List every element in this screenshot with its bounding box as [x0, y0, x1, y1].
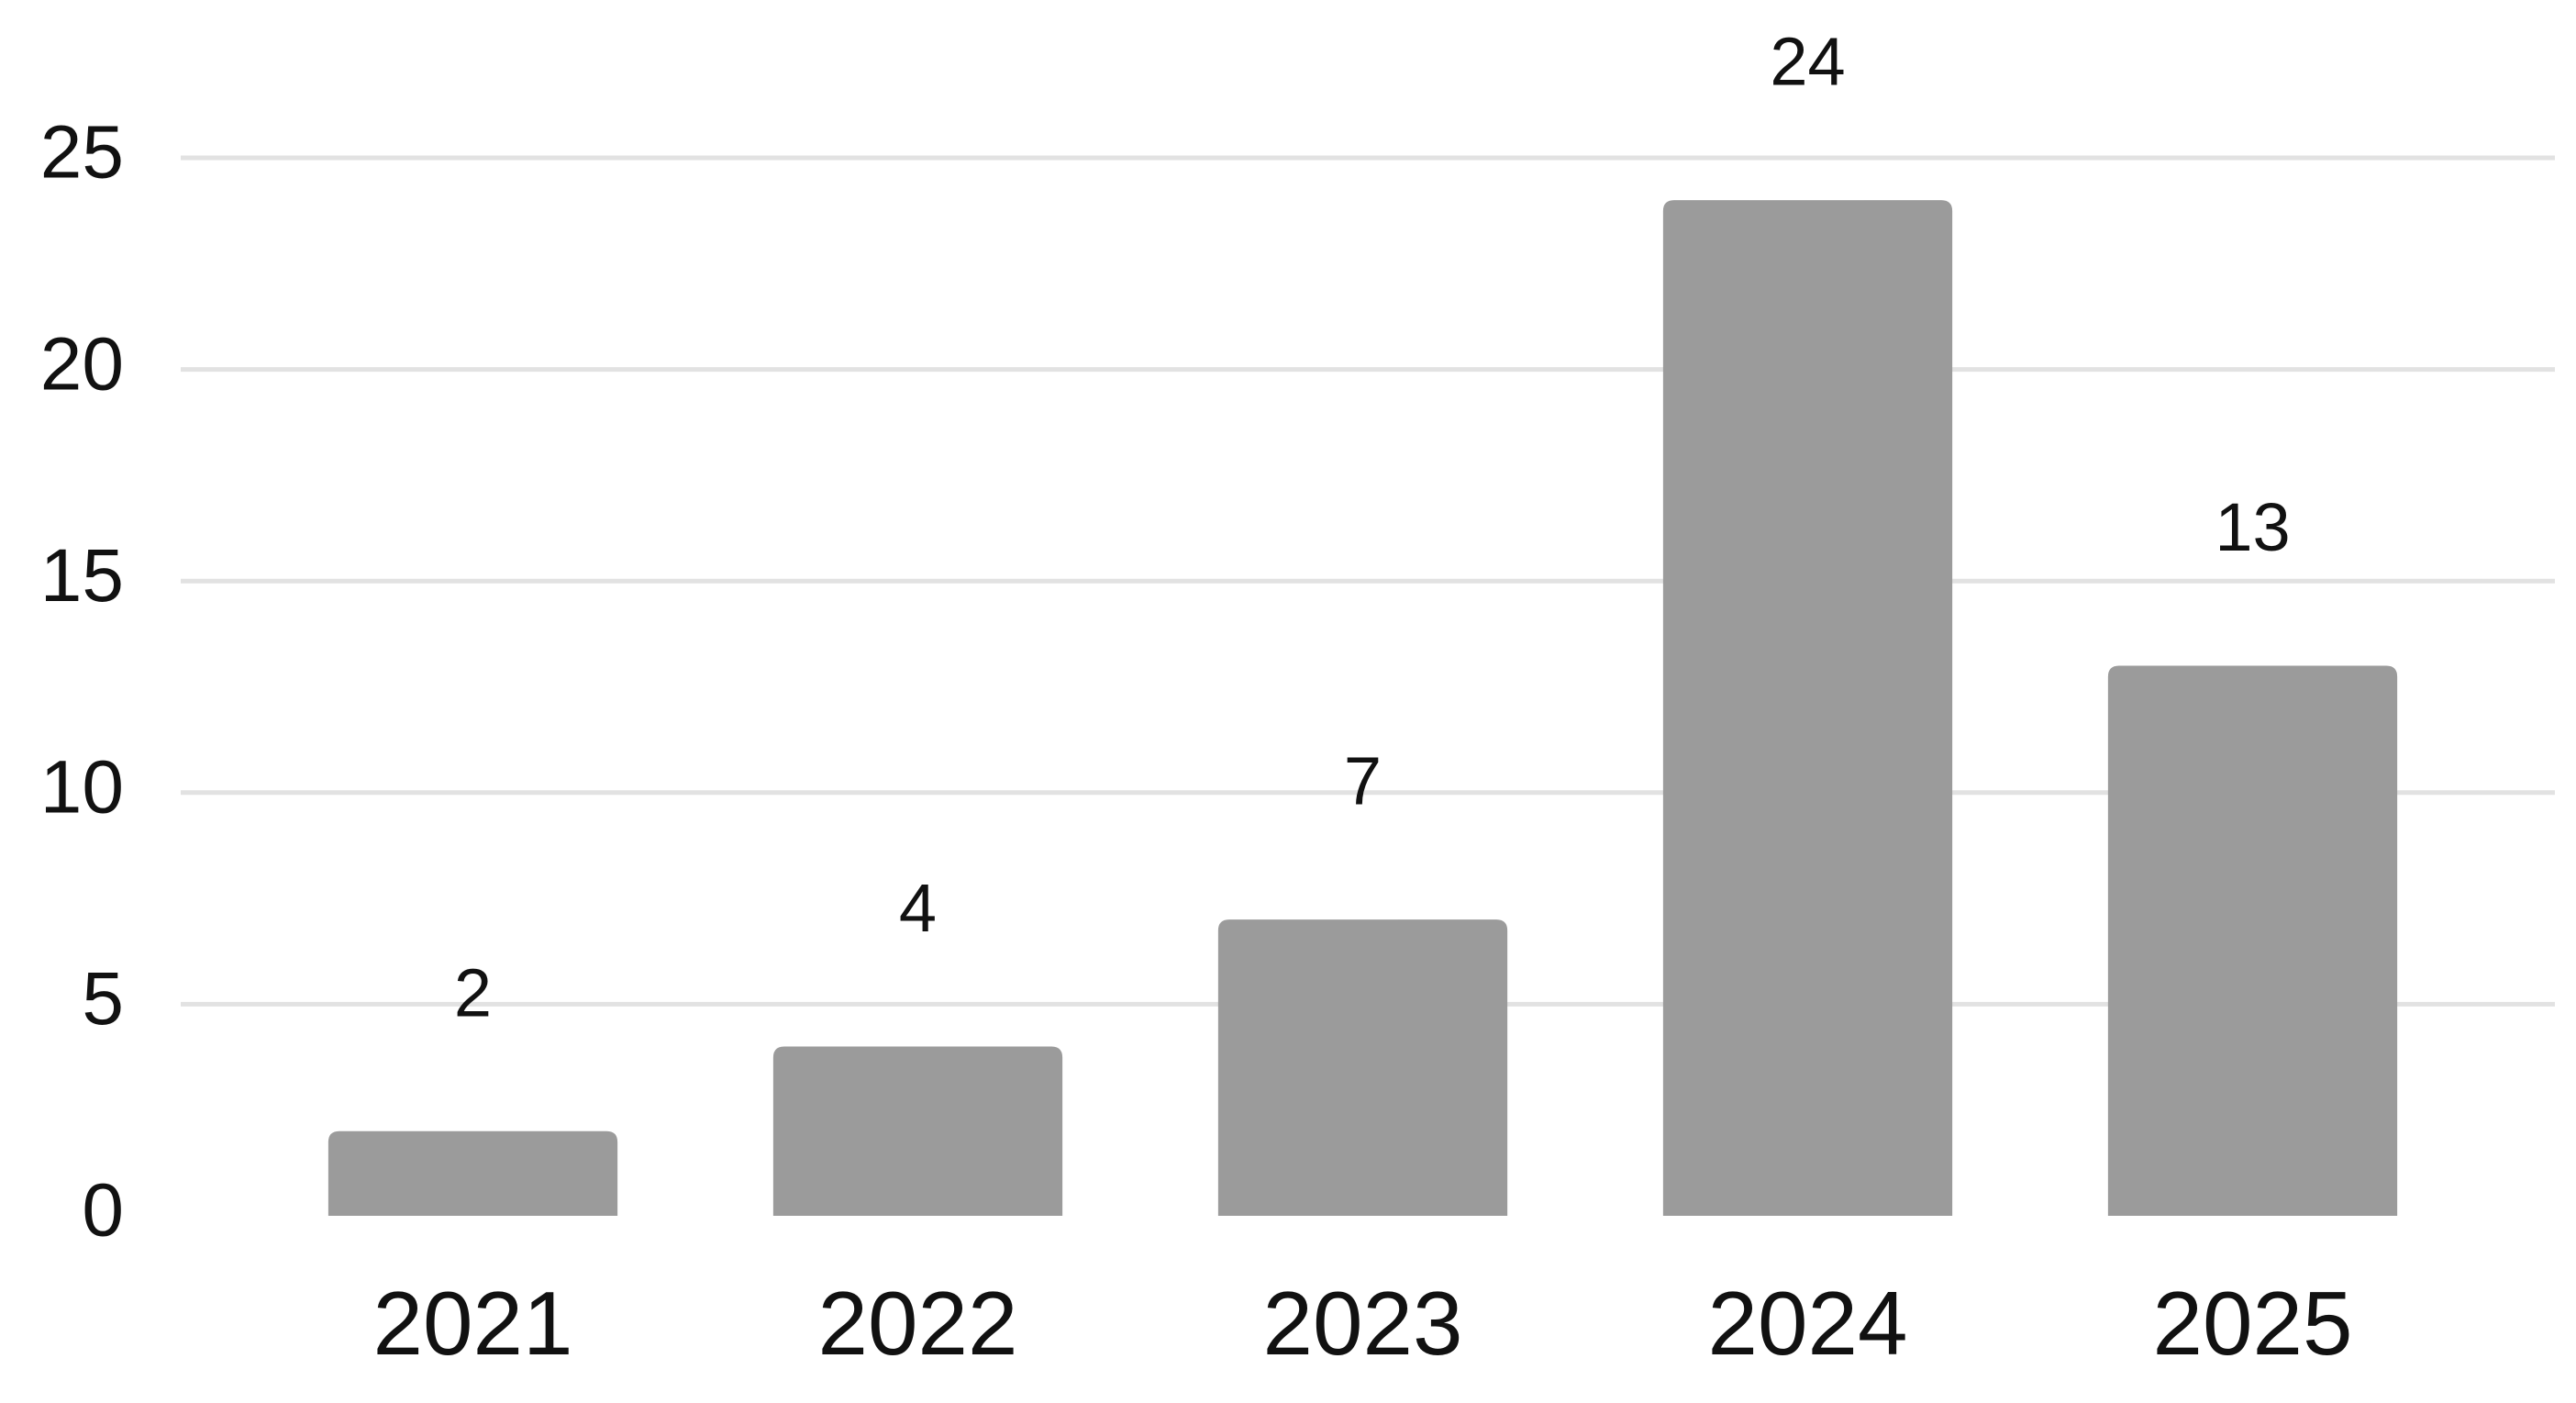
x-tick-label: 2022	[817, 1273, 1017, 1374]
y-tick-label: 20	[40, 322, 124, 406]
y-tick-label: 25	[40, 111, 124, 195]
bar	[772, 1046, 1063, 1216]
bar	[1662, 200, 1953, 1216]
x-tick-label: 2021	[372, 1273, 572, 1374]
value-label: 2	[454, 954, 492, 1030]
value-label: 7	[1344, 743, 1382, 819]
y-tick-label: 15	[40, 534, 124, 618]
y-tick-label: 0	[82, 1169, 124, 1253]
y-tick-label: 10	[40, 745, 124, 829]
bar	[2107, 665, 2398, 1216]
value-label: 4	[899, 870, 937, 946]
x-tick-label: 2024	[1707, 1273, 1907, 1374]
y-tick-label: 5	[82, 957, 124, 1041]
x-tick-label: 2025	[2152, 1273, 2352, 1374]
bar	[1217, 919, 1508, 1216]
bar	[328, 1130, 618, 1216]
value-label: 24	[1770, 24, 1845, 100]
value-label: 13	[2215, 489, 2290, 565]
x-tick-label: 2023	[1262, 1273, 1462, 1374]
